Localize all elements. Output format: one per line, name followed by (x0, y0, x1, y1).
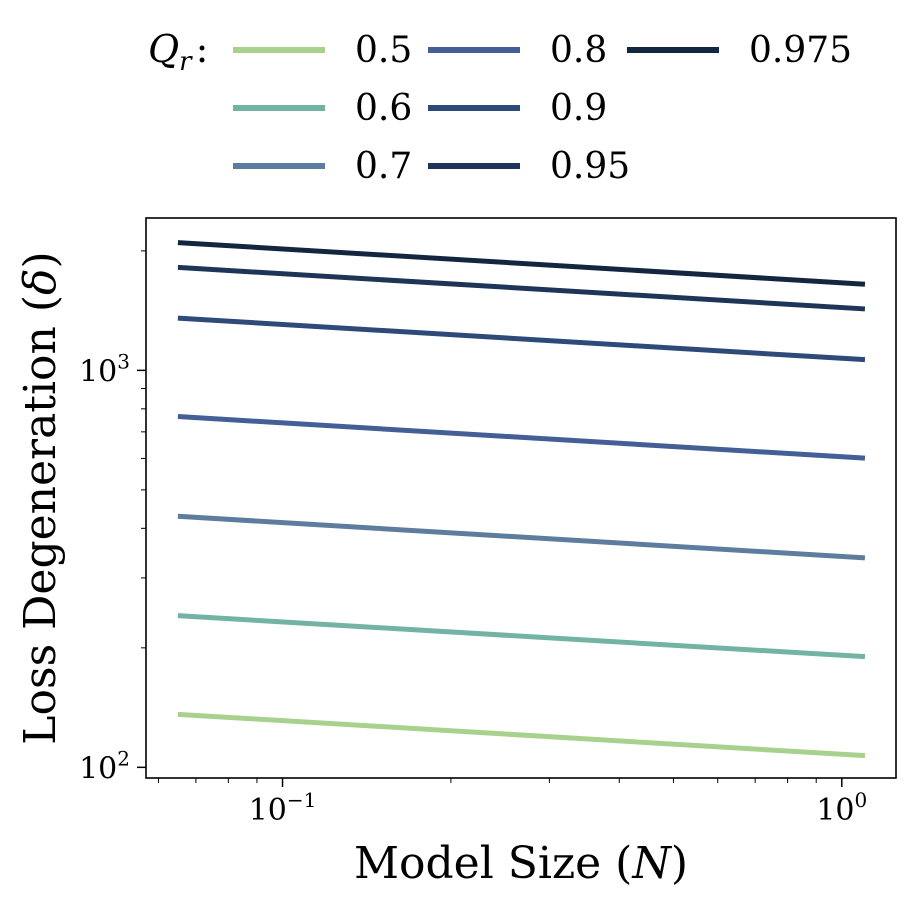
legend-label: 0.9 (550, 88, 607, 129)
legend-label: 0.5 (355, 30, 412, 71)
y-tick-label: 103 (79, 349, 130, 389)
legend-title-sub: r (179, 47, 193, 77)
x-axis-ticks: 10−1 100 (157, 778, 867, 828)
legend: Qr: 0.5 0.6 0.7 0.8 0.9 0.95 0.975 (148, 27, 852, 187)
series-line-0-5 (177, 711, 866, 759)
y-axis-label-prefix: Loss Degeneration ( (15, 295, 66, 745)
y-tick-label-exp: 2 (117, 746, 130, 770)
x-tick-label-base: 10 (249, 793, 287, 828)
x-axis-label: Model Size (N) (354, 838, 688, 889)
legend-label: 0.975 (749, 30, 852, 71)
series-line-0-95 (177, 264, 866, 312)
series-line-0-8 (177, 414, 866, 461)
series-line-0-7 (177, 513, 866, 561)
x-tick-label: 100 (816, 788, 867, 828)
legend-title-suffix: : (196, 27, 209, 71)
series-line-0-975 (177, 240, 866, 287)
x-tick-label-exp: 0 (855, 788, 868, 812)
y-axis-label-suffix: ) (15, 251, 66, 268)
series-lines (177, 240, 866, 759)
x-axis-label-var: N (631, 838, 672, 889)
legend-title: Qr: (148, 27, 208, 77)
series-line-0-6 (177, 613, 866, 660)
legend-entries: 0.5 0.6 0.7 0.8 0.9 0.95 0.975 (233, 30, 852, 187)
x-tick-label-exp: −1 (287, 788, 316, 812)
y-tick-label: 102 (79, 746, 130, 786)
y-tick-label-exp: 3 (117, 349, 130, 373)
x-axis-label-prefix: Model Size ( (354, 838, 632, 889)
y-axis-label: Loss Degeneration (δ) (15, 251, 66, 744)
series-line-0-9 (177, 315, 866, 363)
x-tick-label-base: 10 (816, 793, 854, 828)
legend-label: 0.7 (355, 146, 412, 187)
legend-title-var: Q (148, 27, 179, 71)
y-tick-label-base: 10 (79, 354, 117, 389)
legend-label: 0.6 (355, 88, 412, 129)
x-tick-label: 10−1 (249, 788, 317, 828)
y-axis-label-var: δ (15, 268, 66, 295)
legend-label: 0.8 (550, 30, 607, 71)
legend-label: 0.95 (550, 146, 630, 187)
plot-frame (145, 217, 897, 779)
x-axis-label-suffix: ) (671, 838, 688, 889)
y-tick-label-base: 10 (79, 751, 117, 786)
